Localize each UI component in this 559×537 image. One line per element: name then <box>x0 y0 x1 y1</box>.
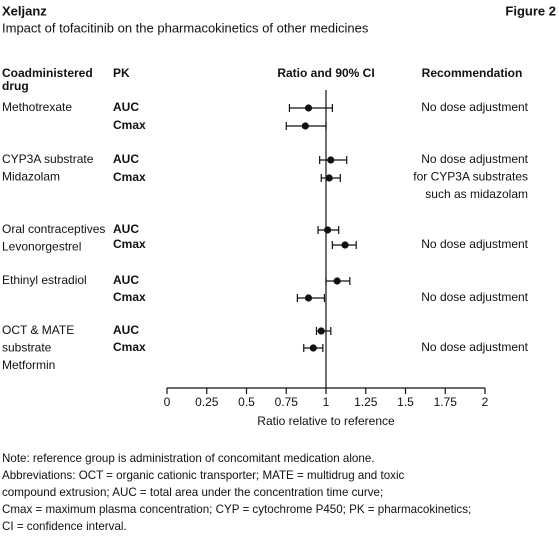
pk-label: Cmax <box>113 340 146 354</box>
x-tick-label: 0.5 <box>238 395 255 409</box>
drug-label: Methotrexate <box>2 100 72 114</box>
recommendation: No dose adjustment <box>421 152 528 166</box>
pk-label: Cmax <box>113 237 146 251</box>
ratio-point <box>323 226 332 234</box>
x-tick-label: 1.5 <box>397 395 414 409</box>
drug-label: Oral contraceptives <box>2 222 105 236</box>
note: compound extrusion; AUC = total area und… <box>2 486 383 499</box>
chart-title: Impact of tofacitinib on the pharmacokin… <box>2 20 369 35</box>
ratio-point <box>304 104 313 112</box>
note: CI = confidence interval. <box>2 520 127 533</box>
brand: Xeljanz <box>2 3 47 18</box>
figure-label: Figure 2 <box>505 3 556 18</box>
x-tick-label: 2 <box>482 395 489 409</box>
drug-label: CYP3A substrate <box>2 152 94 166</box>
header-drug: drug <box>2 79 29 93</box>
x-axis-label: Ratio relative to reference <box>257 414 395 428</box>
recommendation: No dose adjustment <box>421 290 528 304</box>
x-tick-label: 1 <box>323 395 330 409</box>
x-tick-label: 1.25 <box>354 395 378 409</box>
ratio-point <box>301 122 309 130</box>
pk-label: AUC <box>113 100 139 114</box>
x-tick-label: 0 <box>164 395 171 409</box>
header-recommendation: Recommendation <box>422 66 523 80</box>
ratio-point <box>309 344 317 352</box>
ratio-point <box>333 277 341 285</box>
header-drug: Coadministered <box>2 66 93 80</box>
recommendation: No dose adjustment <box>421 100 528 114</box>
drug-label: Ethinyl estradiol <box>2 273 87 287</box>
note: Note: reference group is administration … <box>2 452 375 465</box>
x-tick-label: 0.75 <box>275 395 299 409</box>
recommendation: such as midazolam <box>425 187 528 201</box>
note: Abbreviations: OCT = organic cationic tr… <box>2 469 405 482</box>
ratio-point <box>341 241 349 249</box>
x-tick-label: 1.75 <box>434 395 458 409</box>
pk-label: AUC <box>113 152 139 166</box>
ratio-point <box>304 294 313 302</box>
ratio-point <box>317 327 325 335</box>
ratio-point <box>325 174 333 182</box>
pk-label: AUC <box>113 323 139 337</box>
recommendation: for CYP3A substrates <box>413 170 528 184</box>
recommendation: No dose adjustment <box>421 340 528 354</box>
ratio-point <box>327 156 335 164</box>
header-ratio: Ratio and 90% CI <box>277 66 374 80</box>
recommendation: No dose adjustment <box>421 237 528 251</box>
drug-label: Levonorgestrel <box>2 240 81 254</box>
drug-label: Metformin <box>2 358 55 372</box>
pk-label: Cmax <box>113 118 146 132</box>
pk-label: Cmax <box>113 170 146 184</box>
pk-label: AUC <box>113 222 139 236</box>
pk-label: Cmax <box>113 290 146 304</box>
x-tick-label: 0.25 <box>195 395 219 409</box>
note: Cmax = maximum plasma concentration; CYP… <box>2 503 471 516</box>
header-pk: PK <box>113 66 130 80</box>
drug-label: Midazolam <box>2 170 60 184</box>
drug-label: OCT & MATE <box>2 323 74 337</box>
pk-label: AUC <box>113 273 139 287</box>
drug-label: substrate <box>2 341 52 355</box>
